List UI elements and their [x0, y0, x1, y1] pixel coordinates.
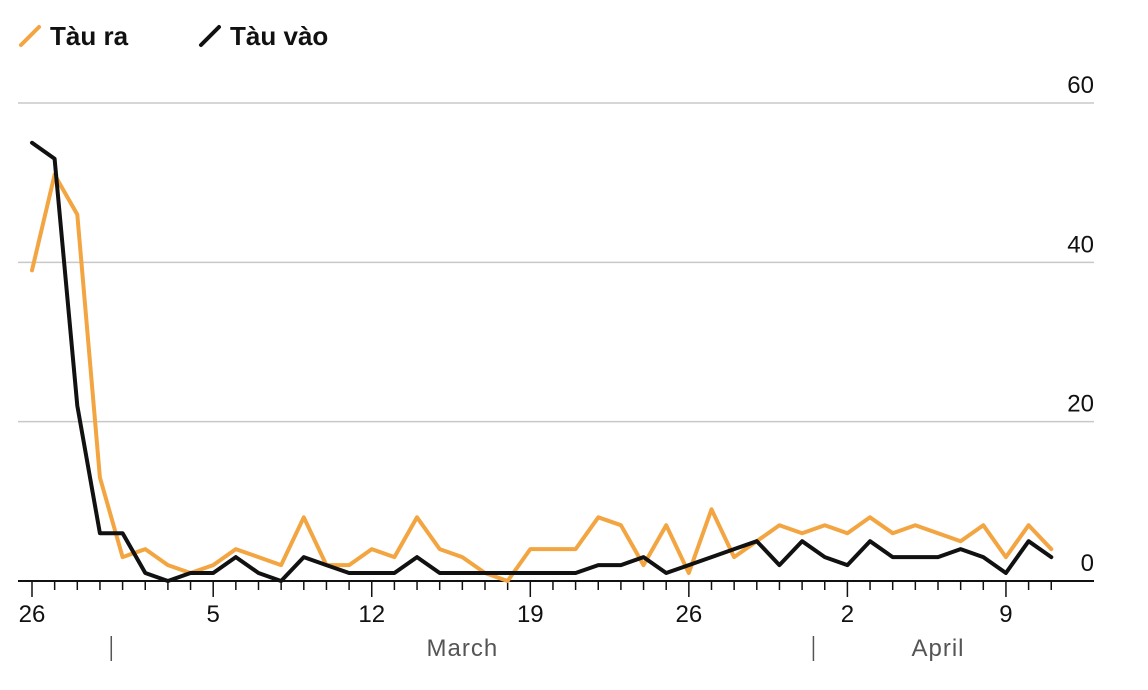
x-tick-label: 19 [517, 601, 544, 628]
legend-label-tau-vao: Tàu vào [230, 20, 329, 51]
legend-item-tau-ra[interactable]: Tàu ra [18, 21, 128, 52]
legend-label-tau-ra: Tàu ra [50, 20, 129, 51]
y-tick-label: 20 [1067, 391, 1094, 418]
x-tick-label: 9 [999, 601, 1012, 628]
x-tick-label: 12 [358, 601, 385, 628]
legend-swatch-tau-vao [199, 25, 222, 47]
month-label: April [911, 635, 964, 662]
x-tick-label: 2 [841, 601, 854, 628]
series-lines [30, 140, 1054, 583]
gridlines [18, 102, 1094, 423]
x-tick-label: 5 [207, 601, 220, 628]
y-tick-label: 60 [1067, 72, 1094, 99]
y-tick-label: 0 [1081, 550, 1094, 577]
series-line-tau-vao[interactable] [30, 140, 1054, 583]
legend-item-tau-vao[interactable]: Tàu vào [198, 21, 328, 52]
legend-swatch-tau-ra [19, 25, 41, 47]
x-axis: 26 5 12 19 26 2 9 March April [18, 580, 1094, 662]
month-label: March [427, 635, 499, 662]
x-tick-label: 26 [19, 601, 46, 628]
legend: Tàu ra Tàu vào [18, 18, 398, 54]
x-tick-label: 26 [675, 601, 702, 628]
y-axis-tick-labels: 0 20 40 60 [1067, 72, 1094, 577]
y-tick-label: 40 [1067, 231, 1094, 258]
series-line-tau-ra[interactable] [30, 172, 1054, 583]
